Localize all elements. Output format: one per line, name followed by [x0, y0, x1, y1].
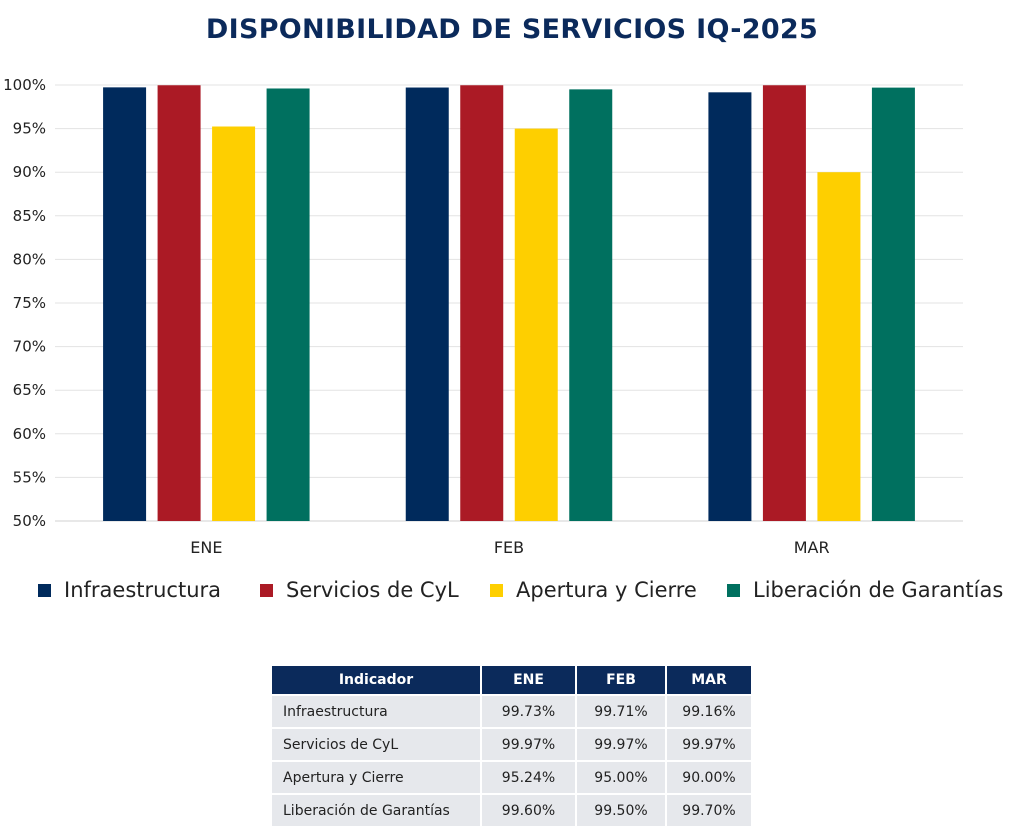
y-tick-label: 90% — [13, 163, 46, 181]
y-tick-label: 85% — [13, 207, 46, 225]
x-tick-label: ENE — [190, 538, 222, 557]
table-header-row: Indicador ENE FEB MAR — [272, 666, 751, 694]
table-cell-value: 99.70% — [667, 795, 751, 826]
table-cell-value: 99.71% — [577, 696, 665, 727]
y-tick-label: 65% — [13, 381, 46, 399]
table-row: Liberación de Garantías 99.60% 99.50% 99… — [272, 795, 751, 826]
table-cell-value: 99.97% — [482, 729, 575, 760]
table-cell-value: 99.60% — [482, 795, 575, 826]
bar — [266, 88, 310, 521]
bar — [514, 128, 558, 521]
legend-label: Liberación de Garantías — [753, 578, 1004, 602]
table-cell-value: 99.97% — [667, 729, 751, 760]
data-table: Indicador ENE FEB MAR Infraestructura 99… — [270, 664, 753, 828]
y-tick-label: 75% — [13, 294, 46, 312]
legend-swatch — [727, 583, 740, 597]
chart-title: DISPONIBILIDAD DE SERVICIOS IQ-2025 — [205, 14, 819, 45]
bar — [103, 87, 147, 521]
bar — [569, 89, 613, 522]
table-header-cell: Indicador — [272, 666, 480, 694]
bar — [157, 85, 201, 521]
chart-legend: Infraestructura Servicios de CyL Apertura … — [0, 574, 1024, 606]
table-cell-indicator: Infraestructura — [272, 696, 480, 727]
table-header-cell: ENE — [482, 666, 575, 694]
bar — [708, 92, 752, 521]
legend-swatch — [260, 583, 273, 597]
table-header-cell: MAR — [667, 666, 751, 694]
legend-label: Infraestructura — [64, 578, 222, 602]
bar — [460, 85, 504, 521]
x-tick-label: FEB — [494, 538, 524, 557]
legend-item: Servicios de CyL — [260, 574, 459, 606]
y-tick-label: 95% — [13, 120, 46, 138]
table-row: Infraestructura 99.73% 99.71% 99.16% — [272, 696, 751, 727]
y-tick-label: 50% — [13, 512, 46, 530]
table-cell-value: 99.50% — [577, 795, 665, 826]
y-tick-label: 100% — [3, 76, 46, 94]
bar — [405, 87, 449, 521]
legend-item: Liberación de Garantías — [727, 574, 1003, 606]
legend-item: Apertura y Cierre — [490, 574, 697, 606]
table-cell-value: 95.00% — [577, 762, 665, 793]
x-tick-label: MAR — [794, 538, 830, 557]
table-cell-indicator: Apertura y Cierre — [272, 762, 480, 793]
y-tick-label: 60% — [13, 425, 46, 443]
table-cell-indicator: Servicios de CyL — [272, 729, 480, 760]
y-tick-label: 70% — [13, 338, 46, 356]
bar — [212, 126, 256, 521]
legend-swatch — [490, 583, 503, 597]
table-row: Servicios de CyL 99.97% 99.97% 99.97% — [272, 729, 751, 760]
y-tick-label: 80% — [13, 250, 46, 268]
legend-label: Apertura y Cierre — [516, 578, 697, 602]
bar — [817, 172, 861, 521]
table-cell-value: 90.00% — [667, 762, 751, 793]
bar — [762, 85, 806, 521]
bar — [871, 87, 915, 521]
bar-chart: 50% 55% 60% 65% 70% 75% 80% 85% 90% 95% 100% ENE FEB… — [3, 76, 963, 557]
table-row: Apertura y Cierre 95.24% 95.00% 90.00% — [272, 762, 751, 793]
y-tick-label: 55% — [13, 468, 46, 486]
legend-label: Servicios de CyL — [286, 578, 459, 602]
table-cell-value: 95.24% — [482, 762, 575, 793]
legend-item: Infraestructura — [38, 574, 221, 606]
table-cell-indicator: Liberación de Garantías — [272, 795, 480, 826]
table-cell-value: 99.73% — [482, 696, 575, 727]
table-cell-value: 99.97% — [577, 729, 665, 760]
legend-swatch — [38, 583, 51, 597]
table-header-cell: FEB — [577, 666, 665, 694]
table-cell-value: 99.16% — [667, 696, 751, 727]
